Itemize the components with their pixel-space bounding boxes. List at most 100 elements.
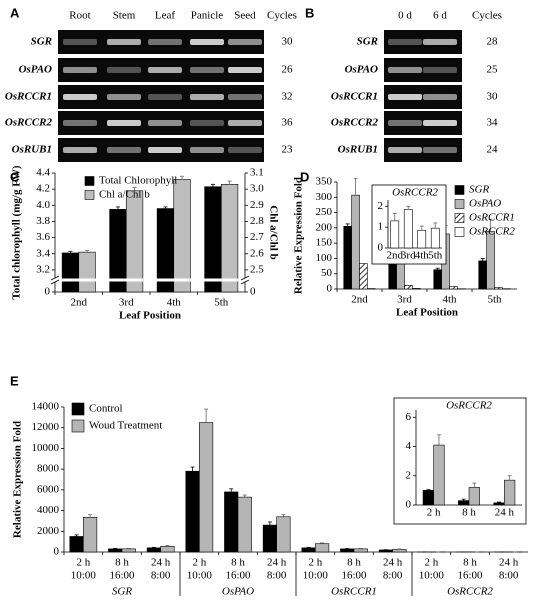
inset-x-label: 5th [428,250,443,262]
bar [199,422,214,553]
inset-x-label: 2nd [387,250,404,262]
error-bar [419,225,424,231]
y-tick-label: 3.6 [36,231,50,243]
column-label: Seed [234,10,256,22]
error-bar [113,547,118,549]
y-tick-label: 3.4 [36,247,50,259]
break-mark [50,279,60,285]
gel-band [63,67,97,73]
bar [121,548,136,553]
break-mark [240,275,250,281]
x-tick-sublabel: 16:00 [109,570,135,582]
gel-band [423,67,457,73]
bar [343,226,352,290]
gel-band [190,67,224,73]
gel-band [190,39,224,45]
bar [458,500,470,506]
legend-label: Woud Treatment [89,420,162,432]
error-bar [392,213,397,221]
error-bar [353,177,358,196]
error-bar [281,514,286,517]
bar [125,190,144,293]
y2-axis-title: Chl a/Chl b [267,205,279,259]
x-tick-label: 8 h [463,557,477,569]
error-bar [68,250,73,253]
inset-x-label: 24 h [495,507,515,519]
error-bar [480,258,485,261]
gene-label: OsRCCR1 [331,91,378,103]
x-tick-sublabel: 16:00 [457,570,483,582]
error-bar [461,498,466,501]
legend-swatch [84,176,95,186]
x-tick-label: 24 h [267,557,287,569]
x-tick-label: 8 h [347,557,361,569]
y-tick-label: 14000 [32,401,60,413]
x-tick-sublabel: 10:00 [71,570,97,582]
bar [340,548,355,553]
error-bar [435,267,440,270]
bar [378,549,393,553]
bar [422,490,434,506]
legend-swatch [454,227,465,237]
gel-band [388,94,422,100]
error-bar [190,466,195,472]
x-tick-label: 24 h [499,557,519,569]
y-tick-label: 3.8 [36,215,50,227]
error-bar [436,434,441,446]
gel-band [148,94,182,100]
x-tick-label: 3rd [119,297,134,309]
bar [449,286,458,290]
x-tick-label: 2nd [71,297,88,309]
error-bar [210,183,215,187]
y2-tick-label: 2.6 [250,247,264,259]
y-tick-label: 2000 [37,525,60,537]
error-bar [132,187,137,191]
y-tick-label: 10000 [32,442,60,454]
gel-band [63,120,97,126]
y2-tick-label: 2.5 [250,263,264,275]
gel-band [423,39,457,45]
error-bar [85,250,90,253]
error-bar [497,501,502,503]
gel-band [107,120,141,126]
group-label: OsRCCR1 [331,586,377,598]
x-tick-label: 8 h [115,557,129,569]
bar [403,209,413,249]
x-tick-label: 4th [167,297,182,309]
y-axis-title: Total chlorophyll (mg/g FW) [11,165,23,299]
break-mark [50,275,60,281]
legend-label: OsRCCR2 [469,226,515,238]
bar [494,287,503,290]
gene-label: OsRCCR2 [331,117,379,129]
panel-label: C [10,169,20,184]
gel-band [148,147,182,153]
error-bar [267,521,272,526]
bar [412,288,421,290]
inset-x-label: 2 h [427,507,441,519]
gel-band [228,39,262,45]
x-tick-label: 4th [442,294,457,306]
x-tick-sublabel: 10:00 [187,570,213,582]
y-tick-label: 200 [316,221,333,233]
error-bar [345,223,350,227]
legend-swatch [84,190,95,200]
bar [468,487,480,506]
error-bar [358,547,363,549]
inset-y-tick-label: 0 [378,242,384,254]
y-tick-label: 6000 [37,483,60,495]
inset-x-label: 8 h [462,507,476,519]
x-tick-sublabel: 10:00 [419,570,445,582]
gel-band [228,147,262,153]
error-bar [163,206,168,209]
bar [83,517,98,553]
y-axis-title: Relative Expression Fold [12,421,24,538]
bar [392,549,407,553]
y-tick-label: 0 [327,283,333,295]
bar [351,194,360,290]
y-tick-label: 300 [316,191,333,203]
error-bar [88,514,93,518]
panel-label: D [300,169,309,184]
gene-label: OsRCCR2 [5,117,53,129]
bar [504,479,516,506]
bar [204,186,222,293]
